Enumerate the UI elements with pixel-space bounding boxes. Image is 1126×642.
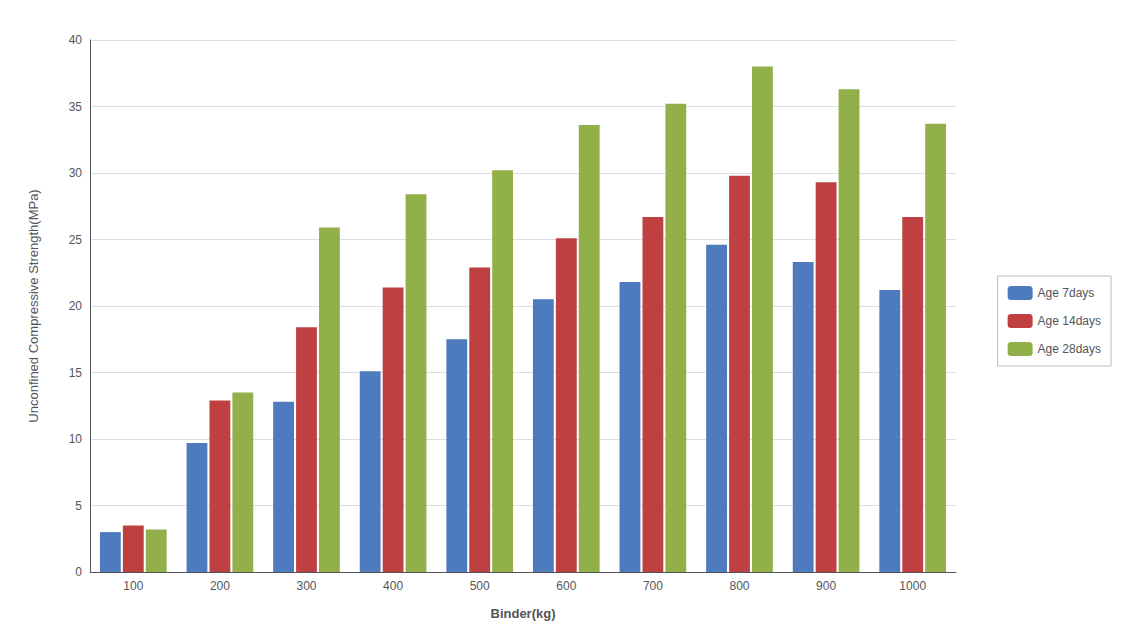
svg-text:1000: 1000 bbox=[899, 579, 926, 593]
svg-text:30: 30 bbox=[69, 166, 83, 180]
svg-text:800: 800 bbox=[729, 579, 749, 593]
svg-text:700: 700 bbox=[643, 579, 663, 593]
svg-text:5: 5 bbox=[75, 499, 82, 513]
svg-text:200: 200 bbox=[210, 579, 230, 593]
svg-text:Binder(kg): Binder(kg) bbox=[491, 606, 556, 621]
svg-text:25: 25 bbox=[69, 233, 83, 247]
svg-text:900: 900 bbox=[816, 579, 836, 593]
svg-text:40: 40 bbox=[69, 33, 83, 47]
svg-text:Unconfined Compressive Strengt: Unconfined Compressive Strength(MPa) bbox=[26, 189, 41, 422]
svg-text:Age 28days: Age 28days bbox=[1038, 342, 1101, 356]
svg-text:100: 100 bbox=[123, 579, 143, 593]
svg-text:35: 35 bbox=[69, 100, 83, 114]
svg-text:Age 7days: Age 7days bbox=[1038, 286, 1095, 300]
svg-text:500: 500 bbox=[470, 579, 490, 593]
svg-text:0: 0 bbox=[75, 565, 82, 579]
svg-text:400: 400 bbox=[383, 579, 403, 593]
svg-text:20: 20 bbox=[69, 299, 83, 313]
svg-text:10: 10 bbox=[69, 432, 83, 446]
svg-text:300: 300 bbox=[296, 579, 316, 593]
svg-text:Age 14days: Age 14days bbox=[1038, 314, 1101, 328]
svg-text:600: 600 bbox=[556, 579, 576, 593]
svg-text:15: 15 bbox=[69, 366, 83, 380]
